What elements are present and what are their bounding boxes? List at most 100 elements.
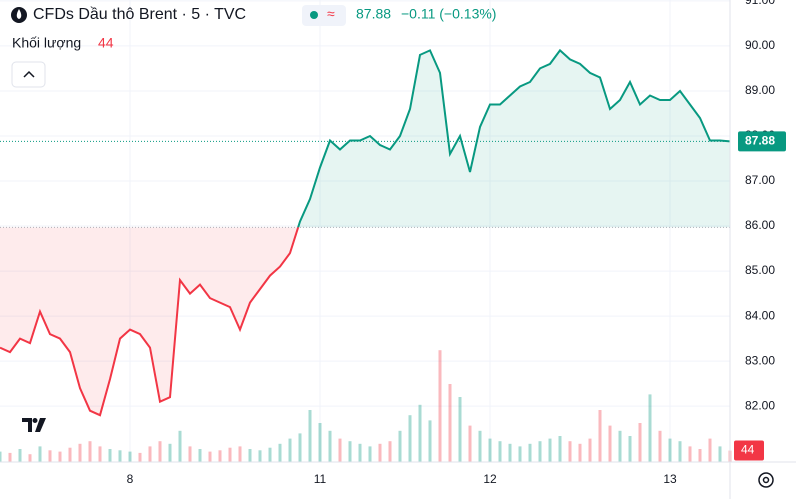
volume-bar (108, 449, 112, 462)
volume-bar (448, 384, 452, 462)
volume-bar (488, 438, 492, 462)
x-tick-label: 12 (483, 472, 497, 486)
x-tick-label: 11 (314, 472, 327, 486)
volume-bar (478, 430, 482, 462)
status-badge (302, 5, 346, 26)
price-line-down (0, 227, 300, 417)
volume-bar (68, 447, 72, 462)
volume-bar (528, 443, 532, 462)
volume-bar (698, 449, 702, 462)
volume-bar (288, 438, 292, 462)
volume-bar (558, 436, 562, 462)
volume-bar (548, 438, 552, 462)
price-line-up (297, 48, 730, 228)
volume-bar (198, 449, 202, 462)
volume-bar (468, 425, 472, 462)
volume-bar (8, 452, 12, 462)
volume-bar (368, 446, 372, 462)
collapse-button[interactable] (11, 61, 46, 88)
volume-bar (598, 410, 602, 462)
volume-bar (318, 423, 322, 462)
volume-bar (338, 438, 342, 462)
volume-bar (538, 441, 542, 462)
volume-bar (388, 441, 392, 462)
volume-bar (58, 451, 62, 462)
volume-bar (38, 446, 42, 462)
x-tick-label: 8 (127, 472, 134, 486)
y-tick-label: 82.00 (745, 398, 775, 412)
settings-icon-center (762, 476, 770, 484)
volume-bar (298, 433, 302, 462)
volume-bar (188, 446, 192, 462)
volume-bar (178, 430, 182, 462)
volume-bar (458, 397, 462, 462)
price-change: −0.11 (−0.13%) (401, 6, 496, 22)
volume-bar (118, 450, 122, 462)
volume-bar (218, 450, 222, 462)
volume-bar (228, 447, 232, 462)
volume-bar (428, 420, 432, 462)
price-tag (738, 131, 786, 152)
volume-bar (128, 451, 132, 462)
volume-bar (418, 404, 422, 462)
market-status (310, 11, 318, 19)
x-tick-label: 13 (663, 472, 677, 486)
y-tick-label: 84.00 (745, 308, 775, 322)
volume-bar (608, 425, 612, 462)
y-tick-label: 83.00 (745, 353, 775, 367)
volume-label: Khối lượng (12, 35, 81, 51)
symbol-title: CFDs Dầu thô Brent · 5 · TVC (33, 6, 246, 23)
volume-tag-label: 44 (741, 443, 755, 457)
volume-bar (638, 423, 642, 462)
logo-bg (16, 410, 58, 440)
volume-value: 44 (98, 35, 114, 51)
price-tag-label: 87.88 (745, 134, 775, 148)
status-icon: ≈ (327, 6, 335, 22)
volume-bar (168, 443, 172, 462)
volume-bar (708, 438, 712, 462)
volume-bar (408, 415, 412, 462)
volume-bar (378, 443, 382, 462)
volume-bar (268, 447, 272, 462)
symbol-icon-drop (16, 9, 22, 19)
volume-bar (618, 430, 622, 462)
y-tick-label: 87.00 (745, 173, 775, 187)
y-tick-label: 90.00 (745, 38, 775, 52)
y-tick-label: 91.00 (745, 0, 775, 7)
volume-bar (88, 441, 92, 462)
volume-bar (678, 441, 682, 462)
volume-bar (18, 449, 22, 462)
volume-bar (358, 443, 362, 462)
volume-tag (734, 440, 764, 461)
volume-bar (668, 438, 672, 462)
volume-bar (658, 430, 662, 462)
last-price: 87.88 (356, 6, 391, 22)
volume-bar (98, 446, 102, 462)
volume-bar (688, 446, 692, 462)
volume-bar (398, 430, 402, 462)
y-tick-label: 89.00 (745, 83, 775, 97)
volume-bar (258, 450, 262, 462)
volume-bar (588, 438, 592, 462)
y-tick-label: 86.00 (745, 218, 775, 232)
volume-bar (348, 441, 352, 462)
volume-bar (568, 441, 572, 462)
area-down (0, 227, 730, 416)
area-up (298, 50, 730, 228)
volume-bar (278, 443, 282, 462)
volume-bar (0, 451, 2, 462)
volume-bar (208, 451, 212, 462)
volume-bar (248, 449, 252, 462)
volume-bar (78, 443, 82, 462)
settings-icon[interactable] (758, 472, 774, 488)
y-tick-label: 85.00 (745, 263, 775, 277)
volume-bar (508, 443, 512, 462)
volume-bar (138, 452, 142, 462)
volume-bar (648, 394, 652, 462)
volume-bar (718, 446, 722, 462)
volume-bar (28, 454, 32, 462)
collapse-icon (23, 70, 35, 78)
volume-bar (498, 441, 502, 462)
tv-logo (22, 418, 46, 432)
